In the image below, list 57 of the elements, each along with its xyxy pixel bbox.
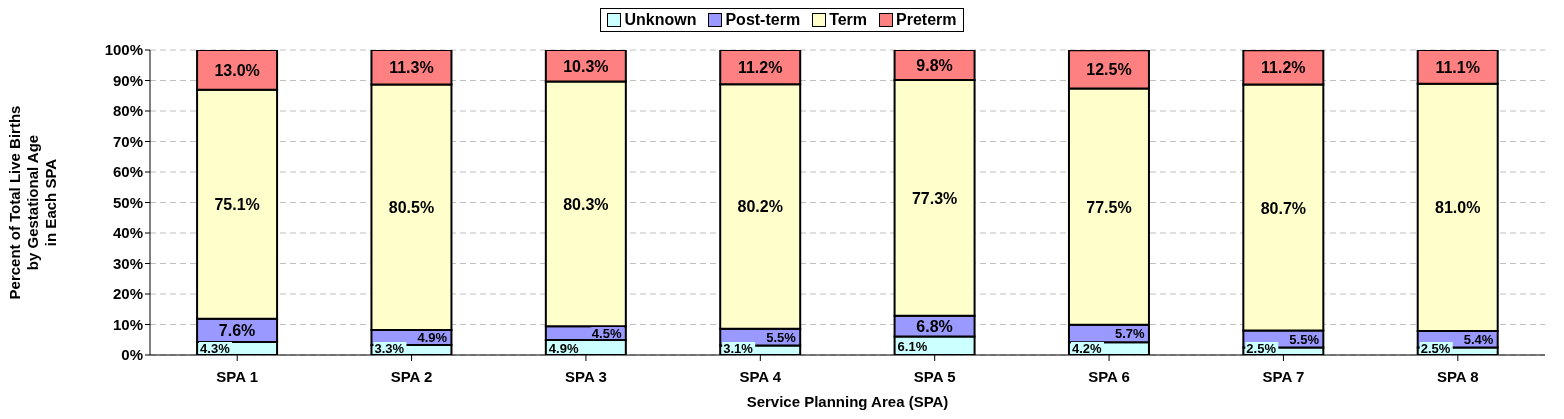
y-tick-label: 30% bbox=[112, 254, 143, 272]
data-label: 80.5% bbox=[388, 199, 435, 217]
data-label: 77.5% bbox=[1086, 198, 1132, 216]
y-tick-label: 10% bbox=[112, 315, 143, 333]
x-tick-label: SPA 4 bbox=[739, 367, 782, 385]
data-label: 3.3% bbox=[374, 341, 405, 356]
data-label: 7.6% bbox=[218, 322, 256, 340]
y-tick-label: 90% bbox=[112, 71, 143, 89]
y-tick-label: 60% bbox=[112, 163, 143, 181]
x-tick-label: SPA 2 bbox=[390, 367, 433, 385]
data-label: 10.3% bbox=[563, 57, 609, 75]
data-label: 12.5% bbox=[1086, 61, 1132, 79]
data-label: 3.1% bbox=[723, 341, 754, 356]
data-label: 4.3% bbox=[200, 341, 231, 356]
y-tick-label: 40% bbox=[112, 224, 143, 242]
data-label: 13.0% bbox=[214, 61, 260, 79]
x-tick-label: SPA 1 bbox=[216, 367, 259, 385]
data-label: 5.4% bbox=[1463, 332, 1494, 348]
data-label: 5.5% bbox=[766, 330, 797, 346]
legend-label: Term bbox=[828, 11, 868, 29]
data-label: 6.1% bbox=[897, 338, 928, 354]
data-label: 80.7% bbox=[1260, 199, 1307, 217]
data-label: 2.5% bbox=[1246, 341, 1277, 356]
legend-label: Unknown bbox=[623, 11, 697, 29]
data-label: 80.2% bbox=[737, 198, 783, 216]
y-tick-label: 0% bbox=[121, 346, 143, 364]
legend-label: Post-term bbox=[724, 11, 801, 29]
x-tick-label: SPA 8 bbox=[1436, 367, 1479, 385]
data-label: 11.2% bbox=[1261, 59, 1306, 77]
data-label: 2.5% bbox=[1420, 341, 1451, 356]
y-tick-label: 100% bbox=[104, 41, 143, 59]
data-label: 75.1% bbox=[214, 196, 260, 214]
data-label: 4.2% bbox=[1071, 341, 1103, 356]
data-label: 11.2% bbox=[737, 59, 783, 77]
data-label: 11.3% bbox=[389, 59, 434, 77]
data-label: 4.9% bbox=[548, 340, 579, 356]
legend-label: Preterm bbox=[895, 11, 957, 29]
data-label: 11.1% bbox=[1435, 58, 1480, 76]
data-label: 80.3% bbox=[563, 195, 609, 213]
data-label: 81.0% bbox=[1435, 199, 1481, 217]
y-tick-label: 80% bbox=[112, 102, 143, 120]
x-axis-title: Service Planning Area (SPA) bbox=[746, 393, 949, 410]
data-label: 4.9% bbox=[417, 330, 448, 346]
x-tick-label: SPA 5 bbox=[913, 367, 956, 385]
y-tick-label: 70% bbox=[112, 132, 143, 150]
data-label: 4.5% bbox=[591, 326, 622, 342]
y-tick-label: 50% bbox=[112, 193, 143, 211]
y-axis-title: Percent of Total Live Births by Gestational Age in Each SPA bbox=[6, 105, 59, 300]
data-label: 6.8% bbox=[916, 318, 953, 336]
x-tick-label: SPA 3 bbox=[565, 367, 607, 385]
x-tick-label: SPA 7 bbox=[1262, 367, 1305, 385]
x-tick-label: SPA 6 bbox=[1088, 367, 1130, 385]
data-label: 9.8% bbox=[916, 56, 953, 74]
data-label: 5.5% bbox=[1289, 331, 1320, 347]
data-label: 77.3% bbox=[911, 189, 958, 207]
data-label: 5.7% bbox=[1114, 326, 1146, 342]
y-tick-label: 20% bbox=[112, 285, 143, 303]
